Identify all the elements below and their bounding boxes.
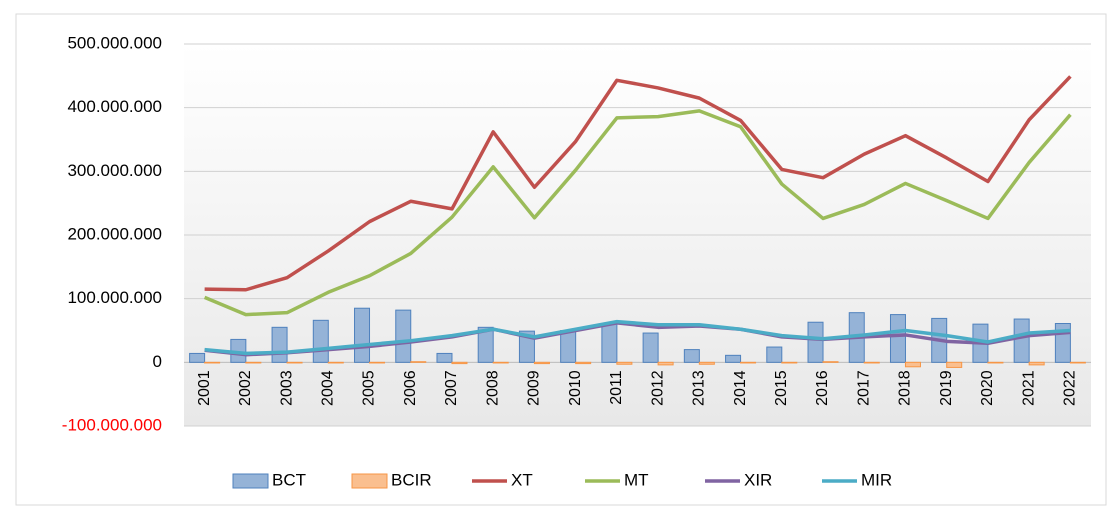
y-tick-label: 100.000.000 <box>67 288 162 307</box>
y-tick-label: 0 <box>153 352 162 371</box>
y-tick-label: -100.000.000 <box>62 415 162 434</box>
legend-label: BCIR <box>391 470 432 489</box>
bar <box>889 314 906 363</box>
x-tick-label: 2008 <box>484 370 501 406</box>
x-tick-label: 2015 <box>773 370 790 406</box>
x-tick-label: 2003 <box>278 370 295 406</box>
bar <box>987 361 1004 364</box>
legend-label: MIR <box>861 470 892 489</box>
x-tick-label: 2011 <box>608 370 625 405</box>
x-tick-label: 2001 <box>196 370 213 406</box>
bar <box>271 326 288 363</box>
bar <box>312 319 329 363</box>
bar <box>657 361 674 366</box>
x-tick-label: 2022 <box>1062 370 1079 406</box>
legend-swatch <box>232 473 269 489</box>
bar <box>436 352 453 363</box>
bar <box>946 361 963 368</box>
legend-label: BCT <box>272 470 306 489</box>
line <box>203 109 1072 317</box>
x-tick-label: 2004 <box>320 370 337 406</box>
bar <box>642 332 659 363</box>
bar <box>395 309 412 363</box>
legend-label: XT <box>511 470 533 489</box>
x-tick-label: 2002 <box>237 370 254 406</box>
bar <box>601 322 618 363</box>
bar <box>740 361 757 364</box>
bar <box>451 361 468 365</box>
bar <box>354 307 371 363</box>
bar <box>189 352 206 363</box>
legend-label: MT <box>624 470 649 489</box>
bar <box>766 346 783 363</box>
bar <box>245 361 262 364</box>
bar <box>807 321 824 363</box>
bar <box>781 361 798 364</box>
x-tick-label: 2018 <box>897 370 914 406</box>
bar <box>725 354 742 363</box>
bar <box>1069 361 1086 364</box>
line <box>204 75 1072 292</box>
y-tick-label: 400.000.000 <box>67 97 162 116</box>
bar <box>1028 361 1045 366</box>
line <box>204 319 1071 356</box>
x-tick-label: 2006 <box>402 370 419 406</box>
bar <box>616 361 633 365</box>
bar <box>822 361 839 363</box>
bar <box>204 361 221 364</box>
bar <box>560 330 577 363</box>
bar <box>477 326 494 363</box>
x-tick-label: 2020 <box>979 370 996 406</box>
legend-label: XIR <box>744 470 772 489</box>
y-tick-label: 500.000.000 <box>67 33 162 52</box>
bar <box>286 361 303 364</box>
x-tick-label: 2021 <box>1020 370 1037 406</box>
x-tick-label: 2012 <box>649 370 666 406</box>
bar <box>698 361 715 365</box>
bar <box>904 361 921 368</box>
y-tick-label: 200.000.000 <box>67 224 162 243</box>
x-tick-label: 2005 <box>361 370 378 406</box>
x-tick-label: 2010 <box>567 370 584 406</box>
x-tick-label: 2014 <box>732 370 749 406</box>
bar <box>575 361 592 365</box>
x-tick-label: 2016 <box>814 370 831 406</box>
bar <box>492 361 509 364</box>
x-tick-label: 2009 <box>526 370 543 406</box>
x-tick-label: 2007 <box>443 370 460 406</box>
bar <box>683 349 700 363</box>
bar <box>1013 318 1030 363</box>
bar <box>369 361 386 364</box>
bar <box>533 361 550 365</box>
x-tick-label: 2017 <box>855 370 872 406</box>
bar <box>863 361 880 364</box>
bar <box>410 361 427 363</box>
bar <box>327 361 344 364</box>
legend-swatch <box>351 473 388 489</box>
y-tick-label: 300.000.000 <box>67 161 162 180</box>
x-tick-label: 2013 <box>691 370 708 406</box>
x-tick-label: 2019 <box>938 370 955 406</box>
